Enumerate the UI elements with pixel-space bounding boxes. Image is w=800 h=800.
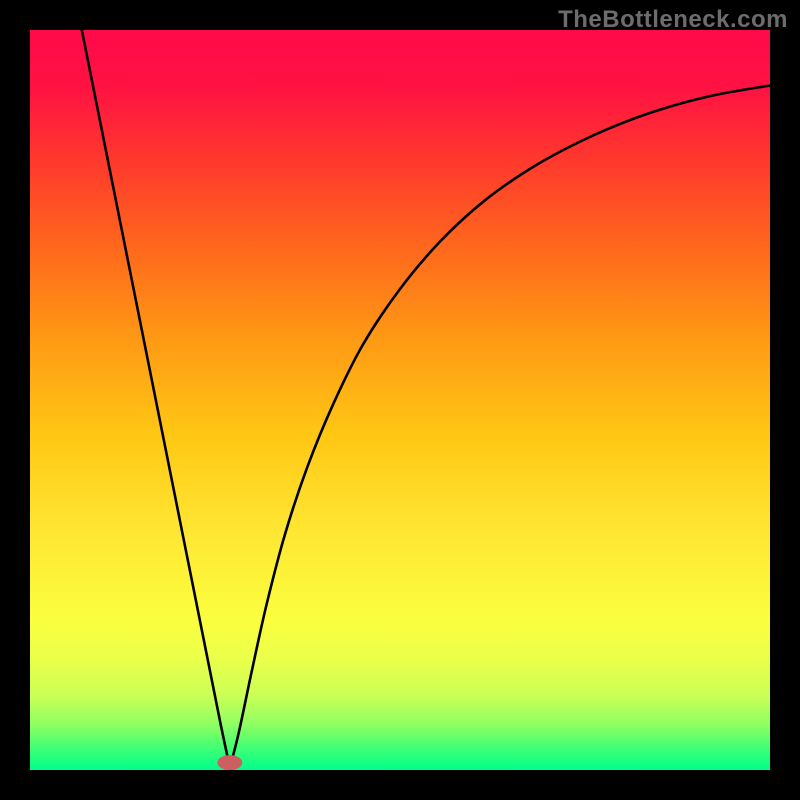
frame-border — [770, 0, 800, 800]
watermark-text: TheBottleneck.com — [558, 6, 788, 34]
bottleneck-chart — [0, 0, 800, 800]
frame-border — [0, 770, 800, 800]
gradient-background — [30, 30, 770, 770]
frame-border — [0, 0, 30, 800]
vertex-marker — [218, 756, 242, 770]
